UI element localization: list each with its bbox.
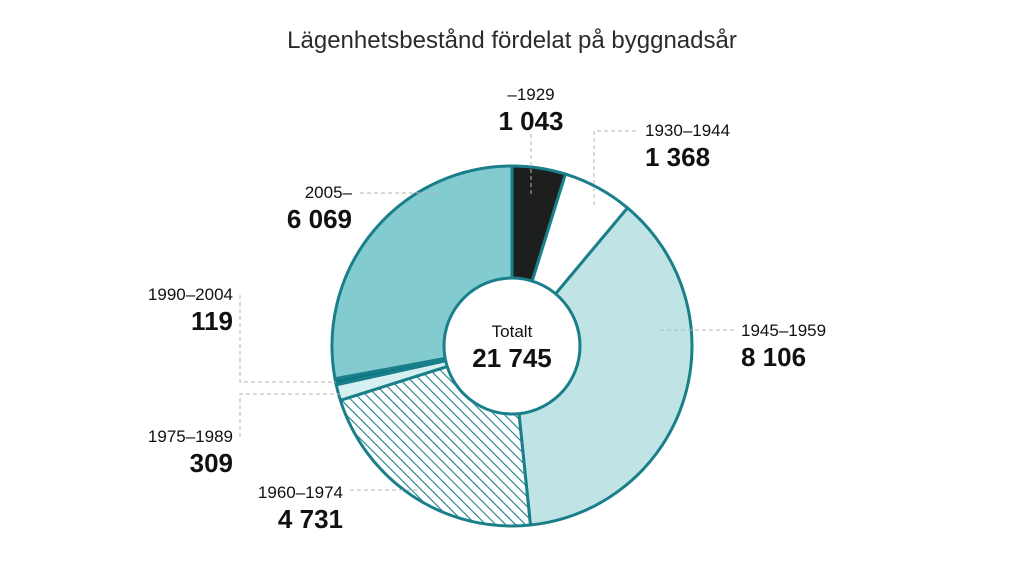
- slice-label-range: 1930–1944: [645, 121, 730, 140]
- slice-label-value: 119: [191, 306, 233, 336]
- slice-label-range: 1975–1989: [148, 427, 233, 446]
- center-value: 21 745: [472, 343, 552, 373]
- slice-label-range: 1990–2004: [148, 285, 233, 304]
- slice-label-value: 309: [190, 448, 233, 478]
- leader-line-1975-1989: [239, 393, 340, 437]
- slice-label-value: 1 368: [645, 142, 710, 172]
- chart-title: Lägenhetsbestånd fördelat på byggnadsår: [287, 27, 737, 54]
- leader-line-1930-1944: [593, 130, 636, 208]
- slice-label-range: 2005–: [305, 183, 353, 202]
- center-label: Totalt: [492, 322, 533, 341]
- slice-labels: –1929 1 043 1930–1944 1 368 1945–1959 8 106 19…: [148, 85, 826, 534]
- slice-label-range: –1929: [507, 85, 554, 104]
- leader-line-1990-2004: [239, 295, 336, 383]
- slice-label-value: 6 069: [287, 204, 352, 234]
- slice-1945-1959: [510, 206, 694, 527]
- slice-label-value: 1 043: [498, 106, 563, 136]
- slice-label-range: 1960–1974: [258, 483, 343, 502]
- slice-label-value: 8 106: [741, 342, 806, 372]
- center-hole: [442, 276, 582, 416]
- leader-lines: [239, 130, 734, 491]
- slice-label-value: 4 731: [278, 504, 343, 534]
- slice-label-range: 1945–1959: [741, 321, 826, 340]
